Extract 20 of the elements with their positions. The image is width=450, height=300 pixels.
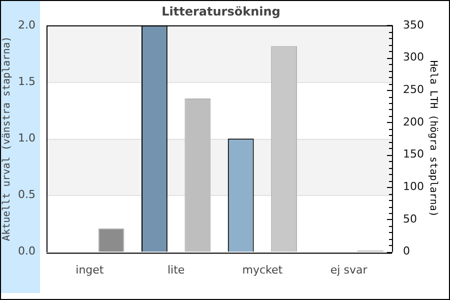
y2-tick-label: 200	[403, 115, 424, 128]
y2-tick-label: 100	[403, 180, 424, 193]
x-tick-label: lite	[167, 263, 185, 276]
y2-tick-label: 300	[403, 50, 424, 64]
y2-axis-title: Hela LTH (högra staplarna)	[427, 60, 438, 217]
x-tick-label: mycket	[242, 263, 284, 276]
y-tick-label: 0.0	[18, 244, 36, 258]
y-tick-label: 0.5	[18, 188, 36, 202]
y2-tick-label: 250	[403, 82, 424, 96]
y2-tick-label: 350	[403, 18, 424, 32]
y-axis-title: Aktuellt urval (vänstra staplarna)	[2, 36, 13, 241]
y2-tick-label: 150	[403, 148, 424, 161]
y-tick-label: 2.0	[18, 18, 36, 32]
y-tick-label: 1.5	[18, 74, 36, 88]
y-tick-label: 1.0	[18, 131, 36, 144]
chart-title: Litteratursökning	[162, 4, 280, 18]
x-tick-label: ej svar	[330, 263, 368, 276]
y2-tick-label: 50	[403, 212, 418, 226]
y2-tick-label: 0	[403, 244, 410, 258]
x-tick-label: inget	[76, 263, 104, 276]
